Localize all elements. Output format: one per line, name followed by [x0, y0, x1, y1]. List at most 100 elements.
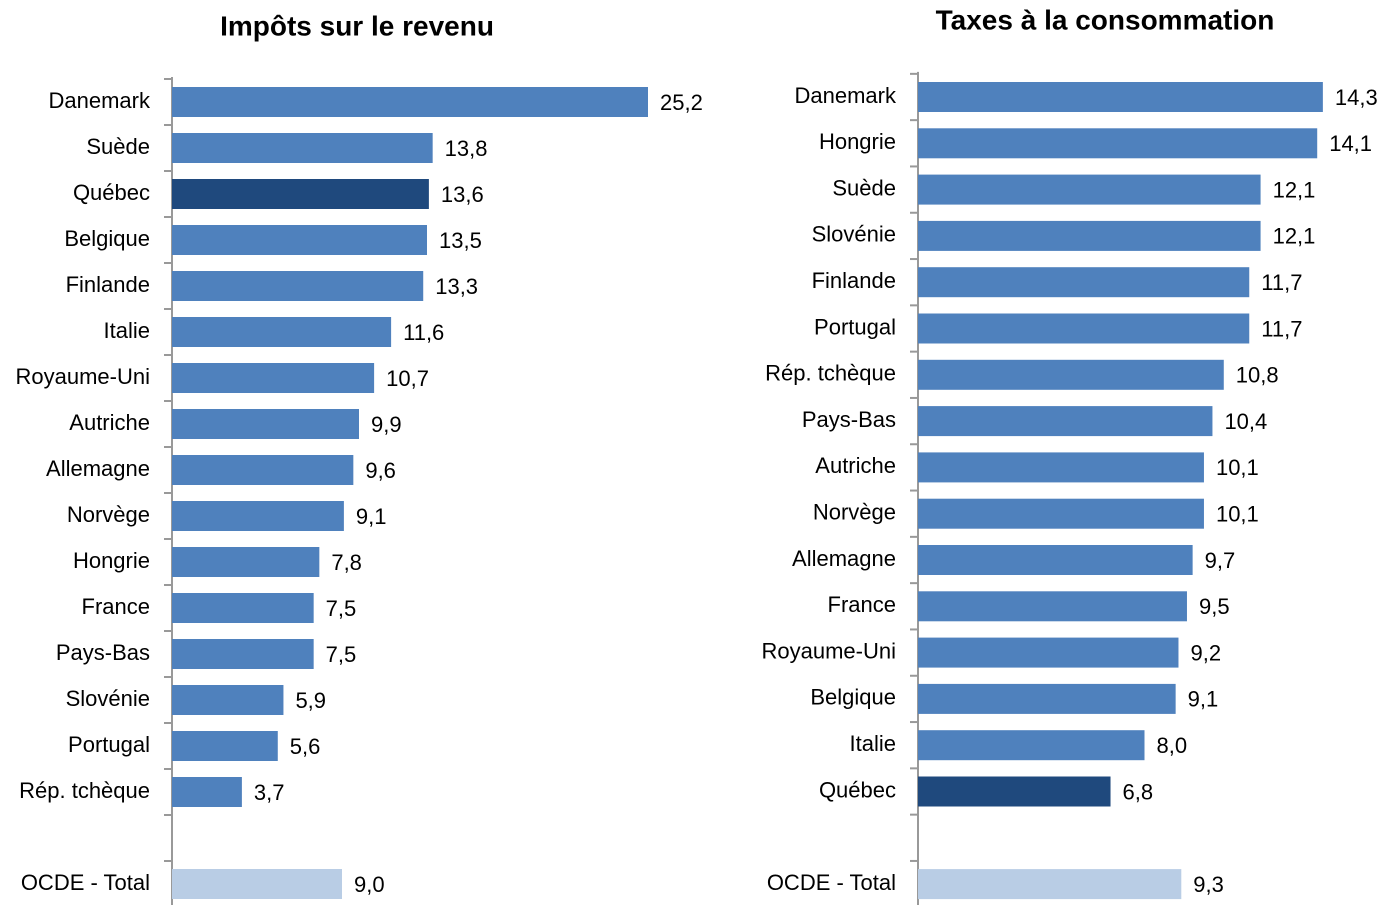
y-tick-label: Québec — [819, 777, 896, 802]
y-tick-label: Hongrie — [819, 129, 896, 154]
bar — [918, 545, 1193, 575]
bar — [918, 313, 1250, 344]
bar — [172, 639, 314, 669]
data-label: 6,8 — [1123, 779, 1154, 804]
y-tick-label: Norvège — [813, 500, 896, 525]
bar — [918, 683, 1176, 714]
bar — [172, 731, 278, 761]
y-tick-label: Royaume-Uni — [16, 364, 151, 389]
data-label: 5,9 — [295, 688, 326, 713]
bar — [918, 869, 1182, 900]
bar — [172, 501, 344, 531]
bar — [172, 409, 359, 439]
y-tick-label: Slovénie — [66, 686, 150, 711]
bar — [918, 220, 1261, 251]
data-label: 8,0 — [1157, 733, 1188, 758]
bar — [918, 82, 1323, 112]
data-label: 10,8 — [1236, 363, 1279, 388]
data-label: 13,5 — [439, 228, 482, 253]
y-tick-label: Finlande — [812, 268, 896, 293]
data-label: 9,9 — [371, 412, 402, 437]
data-label: 9,5 — [1199, 594, 1230, 619]
bar — [918, 776, 1111, 807]
data-label: 10,7 — [386, 366, 429, 391]
bar — [918, 498, 1204, 529]
y-tick-label: Allemagne — [792, 546, 896, 571]
bar — [918, 637, 1179, 668]
data-label: 13,3 — [435, 274, 478, 299]
y-tick-label: Danemark — [49, 88, 151, 113]
data-label: 11,7 — [1261, 316, 1302, 341]
data-label: 9,1 — [1188, 687, 1219, 712]
data-label: 10,1 — [1216, 455, 1259, 480]
bar — [172, 317, 392, 347]
y-tick-label: Autriche — [815, 453, 896, 478]
y-tick-label: Pays-Bas — [56, 640, 150, 665]
y-tick-label: Portugal — [68, 732, 150, 757]
data-label: 11,7 — [1261, 270, 1302, 295]
data-label: 11,6 — [403, 320, 444, 345]
chart-title: Impôts sur le revenu — [220, 10, 494, 41]
data-label: 13,8 — [445, 136, 488, 161]
bar — [172, 133, 433, 163]
bar — [172, 455, 354, 485]
bar — [918, 128, 1318, 159]
bar — [918, 452, 1204, 483]
y-tick-label: Italie — [850, 731, 896, 756]
data-label: 12,1 — [1273, 224, 1316, 249]
bar — [172, 271, 424, 301]
y-tick-label: Suède — [832, 175, 896, 200]
data-label: 10,1 — [1216, 502, 1259, 527]
data-label: 13,6 — [441, 182, 484, 207]
data-label: 10,4 — [1224, 409, 1267, 434]
bar — [172, 685, 284, 715]
y-tick-label: Rép. tchèque — [19, 778, 150, 803]
bar — [172, 869, 342, 899]
data-label: 9,6 — [365, 458, 396, 483]
bar — [172, 363, 375, 393]
y-tick-label: Allemagne — [46, 456, 150, 481]
bar — [918, 591, 1187, 622]
y-tick-label: Finlande — [66, 272, 150, 297]
y-tick-label: Slovénie — [812, 222, 896, 247]
y-tick-label: France — [828, 592, 896, 617]
bar — [918, 359, 1224, 390]
data-label: 12,1 — [1273, 177, 1316, 202]
bar — [172, 777, 242, 807]
data-label: 9,0 — [354, 872, 385, 897]
y-tick-label: Italie — [104, 318, 150, 343]
bar — [918, 174, 1261, 205]
y-tick-label: Rép. tchèque — [765, 361, 896, 386]
bar — [918, 267, 1250, 298]
data-label: 9,1 — [356, 504, 387, 529]
y-tick-label: Danemark — [795, 83, 897, 108]
bar — [918, 406, 1213, 437]
data-label: 7,8 — [331, 550, 362, 575]
bar — [918, 730, 1145, 761]
y-tick-label: France — [82, 594, 150, 619]
data-label: 14,3 — [1335, 85, 1378, 110]
y-tick-label: Belgique — [64, 226, 150, 251]
data-label: 25,2 — [660, 90, 703, 115]
y-tick-label: Belgique — [810, 685, 896, 710]
data-label: 9,3 — [1193, 872, 1224, 897]
y-tick-label: OCDE - Total — [767, 870, 896, 895]
y-tick-label: Autriche — [69, 410, 150, 435]
data-label: 9,2 — [1190, 640, 1221, 665]
y-tick-label: Québec — [73, 180, 150, 205]
bar — [172, 593, 314, 623]
data-label: 9,7 — [1205, 548, 1236, 573]
bar — [172, 547, 320, 577]
y-tick-label: Royaume-Uni — [762, 638, 897, 663]
y-tick-label: Pays-Bas — [802, 407, 896, 432]
data-label: 7,5 — [326, 596, 357, 621]
data-label: 14,1 — [1329, 131, 1372, 156]
bar — [172, 225, 427, 255]
y-tick-label: Hongrie — [73, 548, 150, 573]
chart-title: Taxes à la consommation — [936, 4, 1275, 35]
bar — [172, 179, 429, 209]
y-tick-label: Suède — [86, 134, 150, 159]
data-label: 5,6 — [290, 734, 321, 759]
data-label: 7,5 — [326, 642, 357, 667]
